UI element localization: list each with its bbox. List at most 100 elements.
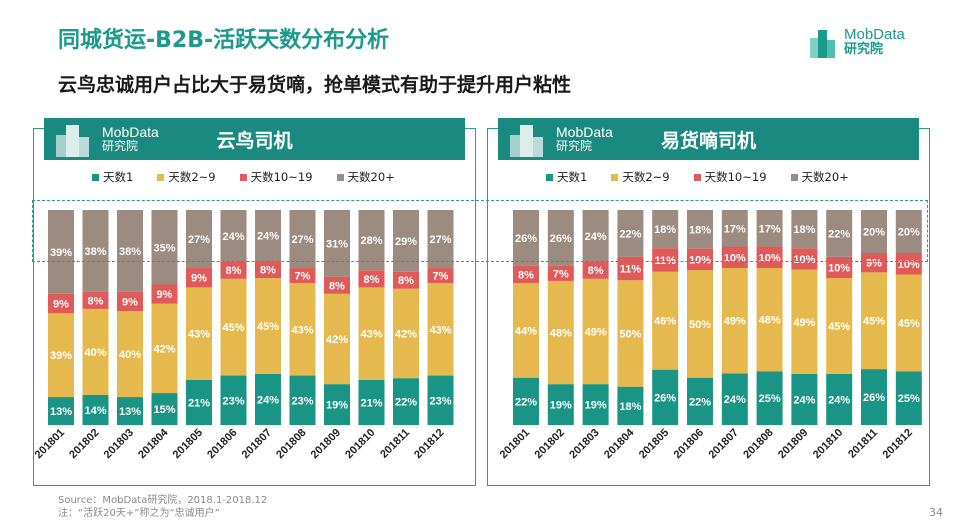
panel-header: MobData 研究院 易货嘀司机: [498, 118, 919, 160]
x-tick-label: 201801: [33, 427, 67, 461]
bar-segment: [687, 377, 713, 425]
data-label: 19%: [326, 400, 348, 412]
data-label: 21%: [188, 397, 210, 409]
bar-segment: [861, 369, 887, 425]
data-label: 18%: [689, 224, 711, 236]
legend-item: 天数20+: [336, 169, 395, 185]
bar-segment: [117, 311, 143, 398]
data-label: 45%: [898, 318, 920, 330]
bar-segment: [582, 278, 609, 385]
data-label: 15%: [153, 404, 175, 416]
bar-segment: [687, 248, 713, 271]
x-tick-label: 201808: [274, 427, 308, 461]
bar-segment: [756, 210, 783, 247]
data-label: 10%: [793, 254, 815, 266]
data-label: 40%: [119, 349, 141, 361]
data-label: 39%: [50, 350, 72, 362]
bar-segment: [756, 371, 783, 425]
bar-segment: [151, 393, 178, 425]
data-label: 10%: [828, 262, 850, 274]
x-tick-label: 201806: [205, 427, 239, 461]
bar-segment: [151, 284, 178, 304]
bar-segment: [687, 270, 713, 378]
bar-segment: [220, 375, 247, 425]
data-label: 49%: [793, 317, 815, 329]
bar-segment: [652, 210, 679, 249]
data-label: 39%: [50, 247, 72, 259]
x-tick-label: 201809: [776, 427, 810, 461]
panel-header: MobData 研究院 云鸟司机: [44, 118, 465, 160]
data-label: 18%: [793, 224, 815, 236]
data-label: 8%: [518, 270, 534, 282]
bar-segment: [393, 271, 419, 289]
bar-segment: [48, 313, 74, 398]
legend-item: 天数1: [546, 169, 587, 185]
bar-segment: [861, 253, 887, 273]
data-label: 23%: [291, 395, 313, 407]
data-label: 20%: [898, 227, 920, 239]
x-tick-label: 201810: [811, 427, 845, 461]
bar-segment: [547, 384, 574, 425]
bar-segment: [186, 268, 212, 288]
data-label: 26%: [654, 392, 676, 404]
bar-segment: [117, 397, 143, 425]
panel-brand-en: MobData: [556, 124, 613, 140]
legend-swatch: [693, 173, 701, 181]
data-label: 13%: [50, 406, 72, 418]
bar-segment: [358, 270, 385, 288]
data-label: 42%: [395, 328, 417, 340]
x-tick-label: 201803: [102, 427, 136, 461]
x-tick-label: 201805: [171, 427, 205, 461]
legend-swatch: [546, 173, 553, 181]
bar-segment: [255, 373, 281, 425]
legend-swatch: [336, 173, 344, 181]
bar-segment: [151, 210, 178, 285]
x-tick-label: 201802: [532, 427, 566, 461]
bar-segment: [82, 291, 109, 309]
bar-segment: [324, 276, 350, 294]
legend-swatch: [239, 173, 247, 181]
legend-item: 天数20+: [790, 169, 849, 185]
data-label: 19%: [585, 400, 607, 412]
data-label: 31%: [326, 238, 348, 250]
data-label: 25%: [898, 393, 920, 405]
legend-label: 天数10~19: [250, 170, 313, 184]
legend-label: 天数2~9: [168, 170, 216, 184]
data-label: 8%: [364, 274, 380, 286]
data-label: 21%: [360, 397, 382, 409]
bar-segment: [324, 210, 350, 277]
legend-item: 天数2~9: [157, 169, 216, 185]
x-tick-label: 201803: [567, 427, 601, 461]
data-label: 45%: [828, 321, 850, 333]
legend-label: 天数1: [557, 170, 588, 184]
bar-segment: [582, 261, 609, 279]
data-label: 22%: [619, 228, 641, 240]
bar-segment: [791, 373, 818, 425]
bar-segment: [721, 210, 748, 247]
data-label: 8%: [588, 265, 604, 277]
legend-item: 天数2~9: [611, 169, 670, 185]
data-label: 49%: [724, 316, 746, 328]
bar-segment: [358, 379, 385, 425]
data-label: 18%: [654, 224, 676, 236]
data-label: 24%: [724, 394, 746, 406]
data-label: 48%: [550, 328, 572, 340]
x-tick-label: 201810: [343, 427, 377, 461]
data-label: 23%: [429, 395, 451, 407]
data-label: 42%: [153, 343, 175, 355]
bar-segment: [427, 210, 454, 269]
data-label: 9%: [866, 258, 882, 270]
data-label: 26%: [515, 233, 537, 245]
brand-logo: MobData 研究院: [808, 26, 905, 58]
data-label: 7%: [553, 268, 569, 280]
data-label: 8%: [398, 275, 414, 287]
page-number: 34: [929, 506, 943, 519]
bar-segment: [393, 288, 419, 379]
bar-segment: [826, 278, 853, 374]
x-tick-label: 201807: [240, 427, 274, 461]
data-label: 45%: [222, 322, 244, 334]
data-label: 43%: [429, 324, 451, 336]
legend-label: 天数20+: [801, 170, 849, 184]
data-label: 40%: [84, 347, 106, 359]
